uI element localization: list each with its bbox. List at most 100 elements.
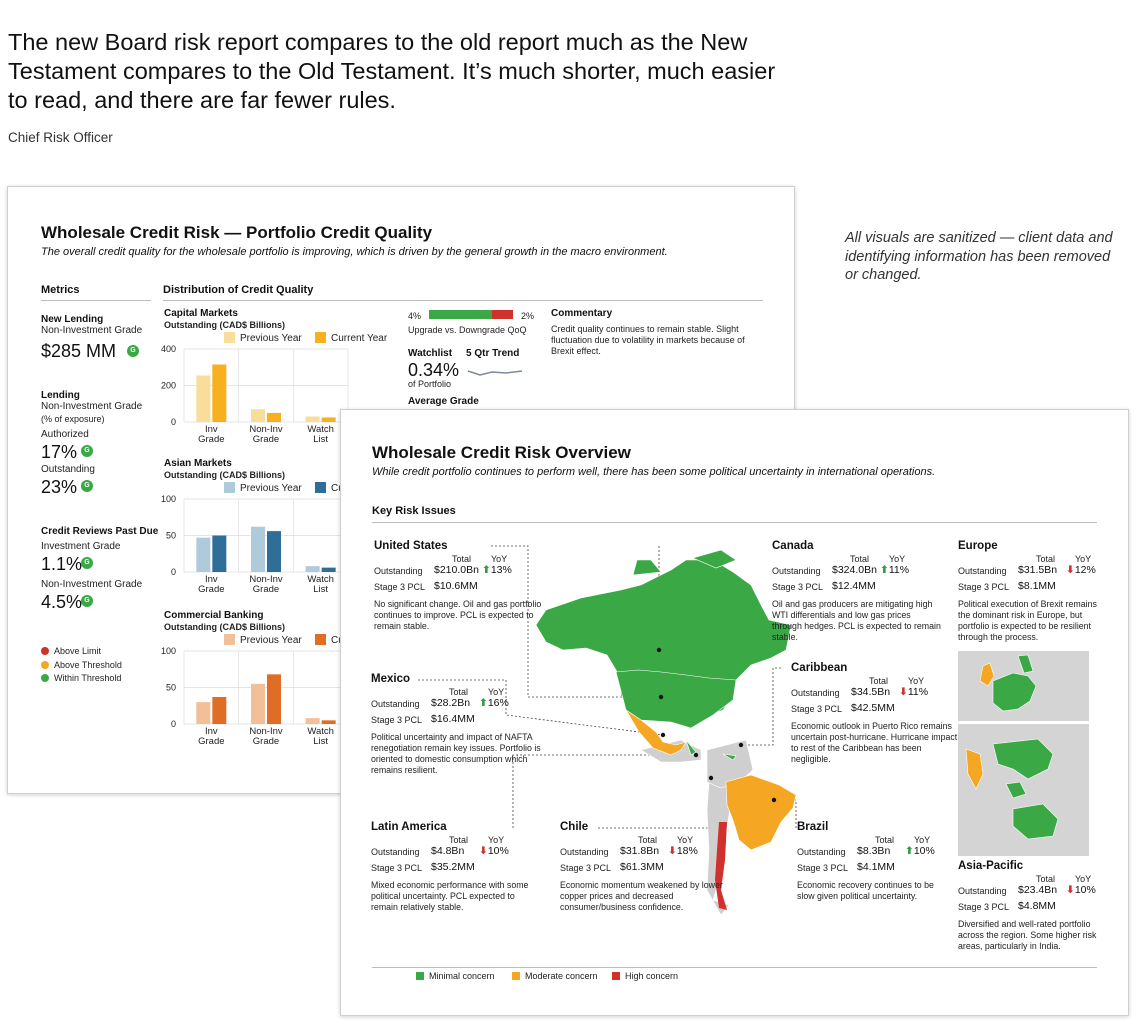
y-tick-label: 0 [171,567,176,577]
europe-map [958,651,1089,721]
total-label: Total [452,554,472,564]
region-note: Economic outlook in Puerto Rico remains … [791,721,958,764]
legend-rule [372,967,1097,968]
total-label: Total [875,835,895,845]
map-land-green [535,549,792,761]
watchlist-label: Watchlist [408,348,453,359]
report2-title: Wholesale Credit Risk Overview [372,443,631,462]
x-tick-label: Watch List [307,574,334,595]
non-investment-grade-label: Non-Investment Grade [41,579,143,590]
region-mexico: Mexico Total YoY Outstanding $28.2Bn ⬆16… [371,673,541,776]
pcl-value: $42.5MM [851,702,895,714]
chart-legend-item: Current Year [315,332,387,344]
pcl-label: Stage 3 PCL [797,863,849,873]
bar-previous-year [305,718,320,724]
region-name: United States [374,540,448,552]
report2-subtitle: While credit portfolio continues to perf… [372,466,936,478]
region-name: Caribbean [791,662,848,674]
bar-previous-year [196,702,211,724]
pcl-label: Stage 3 PCL [791,704,843,714]
trend-label: 5 Qtr Trend [466,348,520,359]
bar-previous-year [196,537,211,572]
region-name: Asia-Pacific [958,860,1024,872]
region-europe: Europe Total YoY Outstanding $31.5Bn ⬇12… [958,540,1098,643]
arrow-down-icon: ⬇ [479,845,488,857]
arrow-up-icon: ⬆ [880,564,889,576]
total-label: Total [869,676,889,686]
chart-legend-item: Previous Year [224,332,302,344]
bar-previous-year [305,416,320,422]
outstanding-label: Outstanding [772,566,821,576]
watchlist-trend-sparkline [467,370,523,376]
arrow-down-icon: ⬇ [1066,884,1075,896]
bar-current-year [212,364,227,422]
chart-title: Commercial Banking [164,610,264,621]
region-note: Oil and gas producers are mitigating hig… [772,599,941,642]
lending-title: Lending [41,390,80,401]
region-name: Europe [958,540,998,552]
outstanding-label: Outstanding [797,847,846,857]
bar-current-year [212,696,227,724]
region-note: Economic momentum weakened by lower copp… [560,880,723,912]
outstanding-value: $31.8Bn [620,845,660,857]
region-apac: Asia-Pacific Total YoY Outstanding $23.4… [958,860,1098,952]
yoy-label: YoY [491,554,508,564]
report1-subtitle: The overall credit quality for the whole… [41,246,668,258]
region-name: Brazil [797,821,829,833]
yoy-label: YoY [914,835,931,845]
map-land-orange [625,709,797,851]
upgrade-pct: 4% [408,311,422,321]
lending-sub2: (% of exposure) [41,414,105,424]
yoy-label: YoY [908,676,925,686]
downgrade-bar [492,310,513,319]
watchlist-sub: of Portfolio [408,379,452,389]
key-risk-rule [372,522,1097,523]
yoy-label: YoY [1075,554,1092,564]
yoy-value: ⬇10% [1066,884,1096,896]
outstanding-label: Outstanding [371,847,420,857]
total-label: Total [1036,874,1056,884]
outstanding-value: 23% [41,477,78,497]
outstanding-label: Outstanding [958,566,1007,576]
outstanding-value: $324.0Bn [832,564,877,576]
bar-current-year [267,412,281,422]
map-markers [656,647,777,803]
outstanding-label: Outstanding [374,566,423,576]
y-tick-label: 100 [161,646,176,656]
chart-plot: 0 50 100 Inv Grade Non-Inv Grade Watch List [161,494,349,595]
y-tick-label: 0 [171,719,176,729]
new-lending-status-badge: G [127,345,139,357]
investment-grade-label: Investment Grade [41,541,121,552]
pcl-label: Stage 3 PCL [958,582,1010,592]
y-tick-label: 200 [161,381,176,391]
pcl-label: Stage 3 PCL [958,902,1010,912]
pcl-value: $8.1MM [1018,580,1056,592]
region-name: Canada [772,540,814,552]
legend-moderate: Moderate concern [512,971,598,981]
total-label: Total [850,554,870,564]
average-grade-label: Average Grade [408,396,479,407]
legend-high: High concern [612,971,678,981]
outstanding-label: Outstanding [560,847,609,857]
pcl-value: $4.8MM [1018,900,1056,912]
region-note: Political uncertainty and impact of NAFT… [371,732,541,775]
legend-within-threshold: Within Threshold [41,673,121,683]
outstanding-value: $8.3Bn [857,845,891,857]
x-tick-label: Non-Inv Grade [249,424,283,445]
arrow-down-icon: ⬇ [1066,564,1075,576]
bar-current-year [321,720,336,724]
bar-current-year [321,417,336,422]
outstanding-value: $23.4Bn [1018,884,1058,896]
outstanding-value: $210.0Bn [434,564,479,576]
yoy-label: YoY [677,835,694,845]
chart-0: Capital Markets Outstanding (CAD$ Billio… [148,305,408,450]
chart-legend-item: Previous Year [224,482,302,494]
lending-sub: Non-Investment Grade [41,401,143,412]
region-note: Diversified and well-rated portfolio acr… [958,919,1097,951]
yoy-label: YoY [488,687,505,697]
x-tick-label: Watch List [307,726,334,747]
downgrade-pct: 2% [521,311,535,321]
authorized-label: Authorized [41,429,89,440]
pcl-value: $4.1MM [857,861,895,873]
non-investment-grade-value: 4.5% [41,592,83,612]
